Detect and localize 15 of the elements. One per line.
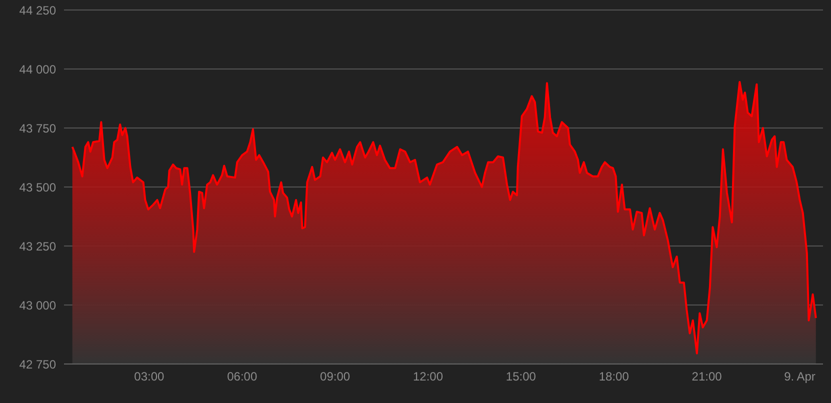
y-tick-label: 44 250 <box>19 3 56 18</box>
y-tick-label: 43 750 <box>19 121 56 136</box>
x-tick-label: 06:00 <box>227 370 258 384</box>
y-tick-label: 43 250 <box>19 239 56 254</box>
x-tick-label: 03:00 <box>134 370 165 384</box>
y-tick-label: 43 000 <box>19 298 56 312</box>
y-tick-label: 43 500 <box>19 180 56 194</box>
x-tick-label: 15:00 <box>506 370 536 384</box>
y-tick-label: 42 750 <box>19 357 56 372</box>
x-tick-label: 18:00 <box>598 370 630 384</box>
x-tick-label: 12:00 <box>412 370 444 384</box>
x-tick-label: 9. Apr <box>784 370 816 384</box>
x-tick-label: 21:00 <box>692 370 722 384</box>
x-tick-label: 09:00 <box>320 370 350 384</box>
y-tick-label: 44 000 <box>19 62 56 76</box>
